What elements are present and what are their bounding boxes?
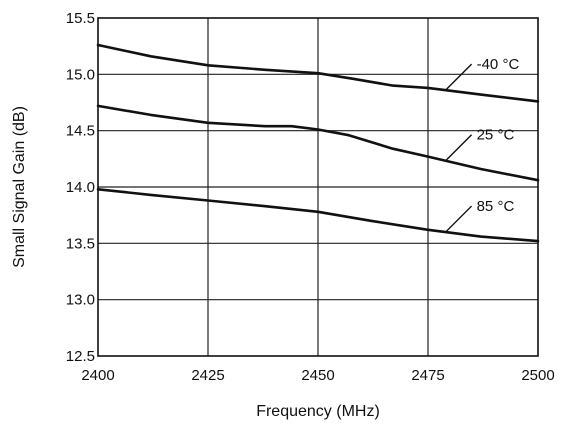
series-label-1: 25 °C	[477, 127, 515, 144]
x-tick-label: 2400	[81, 367, 114, 384]
y-tick-label: 13.5	[66, 235, 95, 252]
y-tick-label: 13.0	[66, 292, 95, 309]
x-tick-label: 2475	[411, 367, 444, 384]
x-tick-label: 2450	[301, 367, 334, 384]
x-tick-label: 2425	[191, 367, 224, 384]
y-tick-label: 14.5	[66, 123, 95, 140]
y-axis-title: Small Signal Gain (dB)	[11, 106, 28, 268]
series-leader-line-2	[446, 206, 472, 232]
series-label-2: 85 °C	[477, 198, 515, 215]
series-label-0: -40 °C	[477, 56, 520, 73]
y-tick-label: 12.5	[66, 348, 95, 365]
x-tick-labels: 2400 2425 2450 2475 2500	[81, 367, 554, 384]
series-labels: -40 °C 25 °C 85 °C	[446, 56, 520, 232]
x-axis-title: Frequency (MHz)	[256, 403, 380, 420]
y-tick-labels: 12.5 13.0 13.5 14.0 14.5 15.0 15.5	[66, 10, 95, 365]
series-leader-line-1	[446, 135, 472, 161]
x-tick-label: 2500	[521, 367, 554, 384]
y-tick-label: 14.0	[66, 179, 95, 196]
grid	[98, 18, 538, 356]
y-tick-label: 15.5	[66, 10, 95, 27]
y-tick-label: 15.0	[66, 66, 95, 83]
series-leader-line-0	[446, 64, 472, 90]
